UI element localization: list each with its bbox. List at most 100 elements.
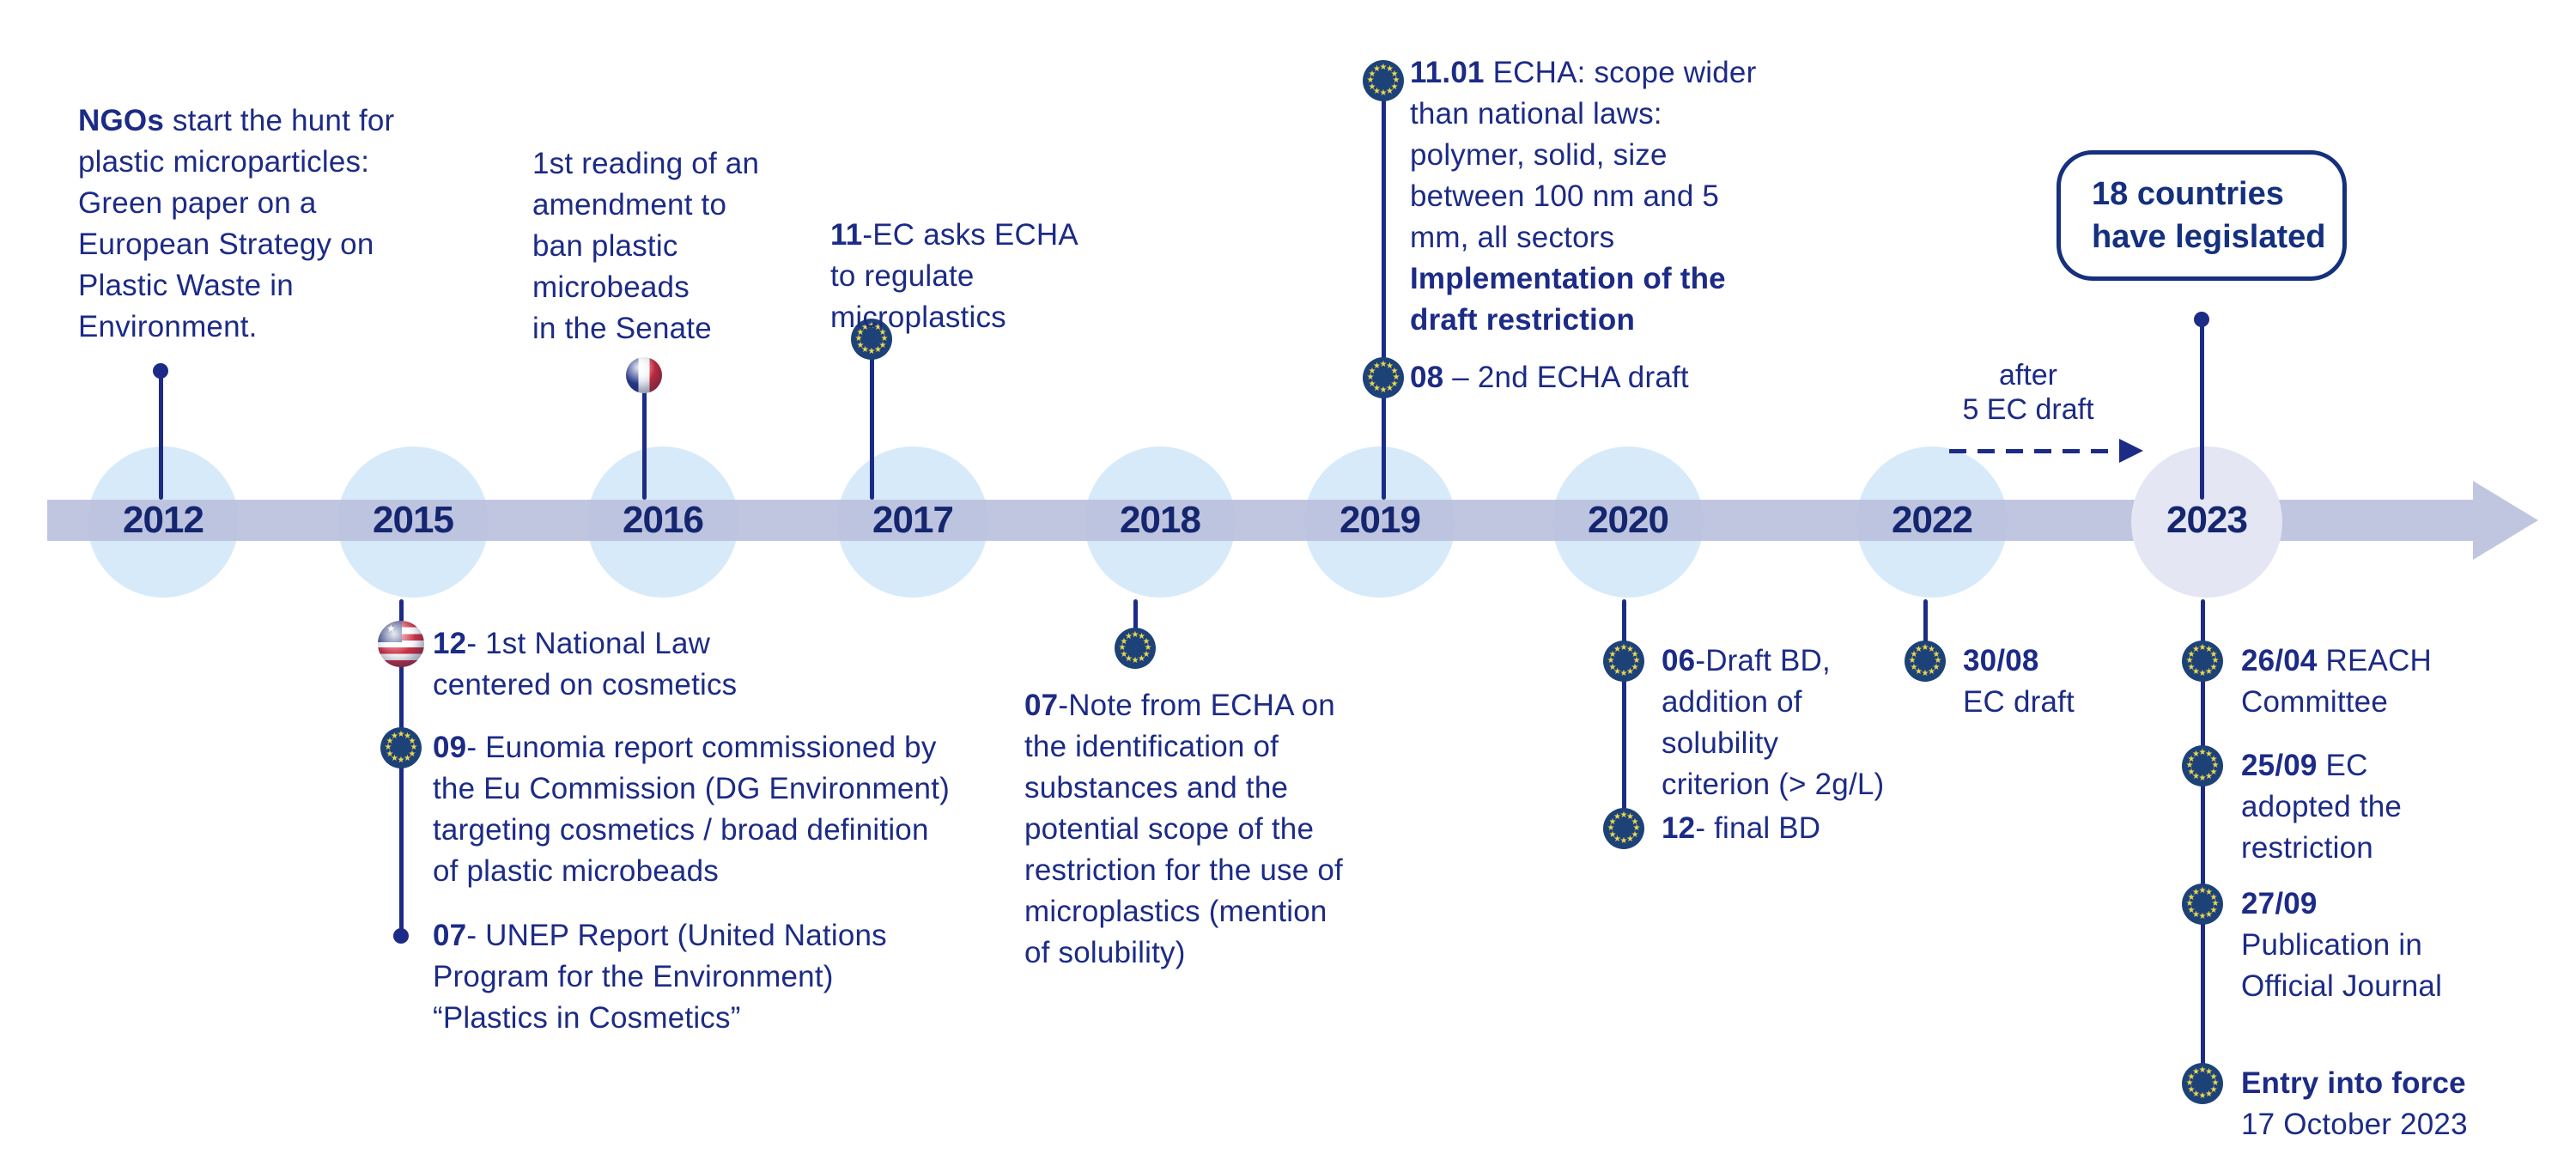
eu-star-icon: ★ <box>1379 386 1388 395</box>
eu-flag-icon: ★ ★ ★ ★ ★ ★ ★ ★ ★ ★ ★ ★ <box>2182 641 2223 682</box>
eu-star-icon: ★ <box>408 749 416 759</box>
eu-star-icon: ★ <box>1386 64 1394 74</box>
event-text-ec-draft-2022: 30/08 EC draft <box>1963 641 2075 723</box>
eu-star-icon: ★ <box>1613 645 1621 654</box>
eu-star-icon: ★ <box>1366 76 1375 85</box>
eu-star-icon: ★ <box>1386 361 1394 371</box>
usa-canton: ★ <box>378 621 403 642</box>
event-stem-france-senate-amendment <box>641 386 647 500</box>
event-text-line: the identification of <box>1024 730 1279 763</box>
eu-star-icon: ★ <box>404 753 411 763</box>
event-dot <box>393 928 409 944</box>
eu-star-icon: ★ <box>2187 1084 2196 1095</box>
france-flag-icon <box>626 357 662 393</box>
eu-star-icon: ★ <box>1632 656 1641 665</box>
eu-star-icon: ★ <box>2185 1078 2194 1088</box>
eu-star-icon: ★ <box>1144 643 1152 653</box>
eu-star-icon: ★ <box>856 340 865 350</box>
event-text-line: European Strategy on <box>78 228 374 261</box>
eu-star-icon: ★ <box>1366 373 1375 382</box>
eu-star-icon: ★ <box>2187 662 2196 672</box>
eu-star-icon: ★ <box>1619 643 1628 653</box>
event-text-ec-asks-echa: 11-EC asks ECHA to regulate microplastics <box>830 215 1078 338</box>
usa-flag-icon: ★ <box>378 621 424 667</box>
eu-flag-icon: ★ ★ ★ ★ ★ ★ ★ ★ ★ ★ ★ ★ <box>1905 641 1946 682</box>
event-text-line: microbeads <box>532 270 690 304</box>
eu-star-icon: ★ <box>1120 649 1128 659</box>
event-text-line: ban plastic <box>532 229 678 263</box>
eu-star-icon: ★ <box>1138 653 1145 664</box>
usa-star-icon: ★ <box>386 622 396 635</box>
eu-star-icon: ★ <box>1390 379 1399 389</box>
event-text-line: to regulate <box>830 259 975 293</box>
event-text-line: substances and the <box>1024 771 1289 805</box>
eu-flag-icon: ★ ★ ★ ★ ★ ★ ★ ★ ★ ★ ★ ★ <box>1603 641 1644 682</box>
event-text-line: Committee <box>2241 685 2389 719</box>
eu-star-icon: ★ <box>1631 829 1639 840</box>
eu-star-icon: ★ <box>1626 645 1634 654</box>
eu-star-icon: ★ <box>856 327 865 337</box>
eu-flag-icon: ★ ★ ★ ★ ★ ★ ★ ★ ★ ★ ★ ★ <box>380 727 422 768</box>
event-text-line: between 100 nm and 5 <box>1410 179 1720 213</box>
eu-star-icon: ★ <box>1608 662 1617 672</box>
eu-star-icon: ★ <box>1392 76 1400 85</box>
event-text-ngo-green-paper: NGOs start the hunt for plastic micropart… <box>78 100 394 348</box>
eu-star-icon: ★ <box>397 730 405 739</box>
eu-star-icon: ★ <box>2192 1089 2200 1099</box>
dashed-arrow-head-icon <box>2119 439 2143 463</box>
eu-star-icon: ★ <box>1386 86 1394 96</box>
event-text-draft-bd-final-bd-2: 12- final BD <box>1662 808 1820 849</box>
event-text-line: plastic microparticles: <box>78 145 370 179</box>
eu-star-icon: ★ <box>2185 761 2194 770</box>
eu-star-icon: ★ <box>2205 771 2213 781</box>
event-text-line: 06-Draft BD, <box>1662 644 1831 677</box>
event-text-line: restriction for the use of <box>1024 853 1343 887</box>
eu-star-icon: ★ <box>1921 643 1929 653</box>
timeline-band <box>47 500 2473 541</box>
event-text-line: amendment to <box>532 188 727 222</box>
eu-star-icon: ★ <box>1915 666 1923 677</box>
event-text-line: Entry into force <box>2241 1066 2466 1100</box>
eu-star-icon: ★ <box>1368 366 1376 376</box>
eu-star-icon: ★ <box>1390 366 1399 376</box>
event-text-line: solubility <box>1662 726 1779 760</box>
eu-star-icon: ★ <box>2209 662 2218 672</box>
event-text-line: addition of <box>1662 685 1802 719</box>
eu-star-icon: ★ <box>1613 834 1621 844</box>
event-text-line: 1st reading of an <box>532 147 760 180</box>
event-text-line: draft restriction <box>1410 303 1636 337</box>
eu-star-icon: ★ <box>386 736 394 746</box>
eu-star-icon: ★ <box>1368 82 1376 92</box>
eu-star-icon: ★ <box>410 743 418 752</box>
year-label-2017: 2017 <box>872 499 954 541</box>
eu-star-icon: ★ <box>1373 86 1381 96</box>
event-text-line: Publication in <box>2241 928 2422 962</box>
eu-star-icon: ★ <box>2192 771 2200 781</box>
after-ec-draft-line2: 5 EC draft <box>1962 393 2094 426</box>
event-text-line: Official Journal <box>2241 969 2443 1003</box>
eu-star-icon: ★ <box>2211 1078 2220 1088</box>
event-text-echa-note-identification: 07-Note from ECHA on the identification o… <box>1024 685 1343 974</box>
year-label-2020: 2020 <box>1588 499 1669 541</box>
eu-star-icon: ★ <box>1608 649 1617 659</box>
event-text-echa-scope-and-2nd-draft-1: 11.01 ECHA: scope wider than national law… <box>1410 52 1756 341</box>
event-text-line: 27/09 <box>2241 887 2318 920</box>
eu-star-icon: ★ <box>1619 669 1628 678</box>
eu-star-icon: ★ <box>2192 1067 2200 1077</box>
eu-star-icon: ★ <box>874 323 882 332</box>
eu-star-icon: ★ <box>1619 836 1628 846</box>
eu-star-icon: ★ <box>2205 750 2213 759</box>
legislated-countries-box: 18 countries have legislated <box>2057 150 2347 281</box>
eu-star-icon: ★ <box>2187 1072 2196 1082</box>
eu-star-icon: ★ <box>2198 643 2207 653</box>
event-text-us-law-eunomia-unep-2: 09- Eunomia report commissioned by the Eu… <box>433 727 950 892</box>
eu-star-icon: ★ <box>2209 905 2218 915</box>
eu-flag-icon: ★ ★ ★ ★ ★ ★ ★ ★ ★ ★ ★ ★ <box>851 319 892 360</box>
timeline-arrowhead-icon <box>2473 481 2538 560</box>
eu-star-icon: ★ <box>1932 662 1941 672</box>
eu-star-icon: ★ <box>1138 632 1145 641</box>
dashed-arrow <box>1949 448 2119 453</box>
eu-star-icon: ★ <box>1142 649 1151 659</box>
eu-star-icon: ★ <box>2192 909 2200 920</box>
